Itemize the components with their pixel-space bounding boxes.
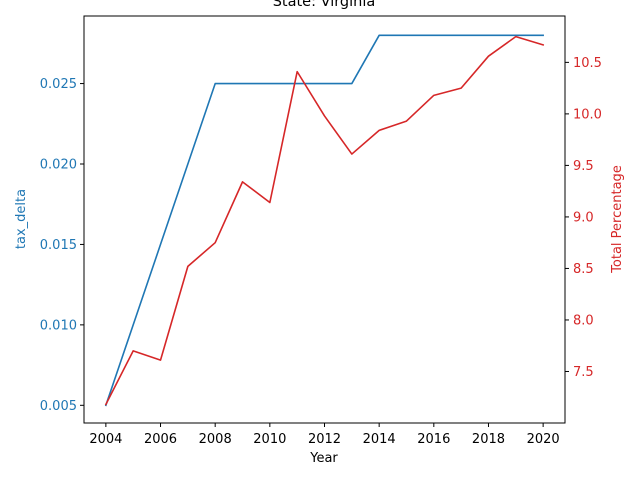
x-tick-label: 2016 (417, 432, 450, 447)
x-tick-label: 2008 (199, 432, 232, 447)
y-left-tick-label: 0.025 (40, 77, 77, 92)
y-axis-right-label: Total Percentage (610, 165, 625, 274)
y-left-tick-label: 0.010 (40, 318, 77, 333)
y-right-tick-label: 9.0 (573, 210, 594, 225)
x-tick-label: 2014 (363, 432, 396, 447)
y-right-tick-label: 9.5 (573, 159, 594, 174)
plot-area (104, 34, 545, 407)
y-axis-left: 0.005 0.010 0.015 0.020 0.025 (40, 77, 84, 414)
chart-title: State: Virginia (273, 0, 376, 10)
x-tick-label: 2006 (144, 432, 177, 447)
x-tick-label: 2004 (89, 432, 122, 447)
x-axis: 2004 2006 2008 2010 2012 2014 2016 2018 2020 (89, 423, 560, 447)
y-right-tick-label: 7.5 (573, 365, 594, 380)
y-left-tick-label: 0.005 (40, 399, 77, 414)
plot-frame (83, 15, 566, 424)
x-axis-label: Year (309, 451, 338, 466)
x-tick-label: 2010 (253, 432, 286, 447)
x-tick-label: 2018 (472, 432, 505, 447)
x-tick-label: 2012 (308, 432, 341, 447)
series-line-right (104, 35, 545, 406)
y-axis-right: 7.5 8.0 8.5 9.0 9.5 10.0 10.5 (565, 56, 602, 380)
y-right-tick-label: 8.5 (573, 262, 594, 277)
x-tick-label: 2020 (527, 432, 560, 447)
y-left-tick-label: 0.020 (40, 158, 77, 173)
y-right-tick-label: 10.5 (573, 56, 602, 71)
y-axis-left-label: tax_delta (14, 189, 29, 249)
y-left-tick-label: 0.015 (40, 238, 77, 253)
y-right-tick-label: 10.0 (573, 107, 602, 122)
series-line-left (104, 34, 544, 407)
y-right-tick-label: 8.0 (573, 313, 594, 328)
